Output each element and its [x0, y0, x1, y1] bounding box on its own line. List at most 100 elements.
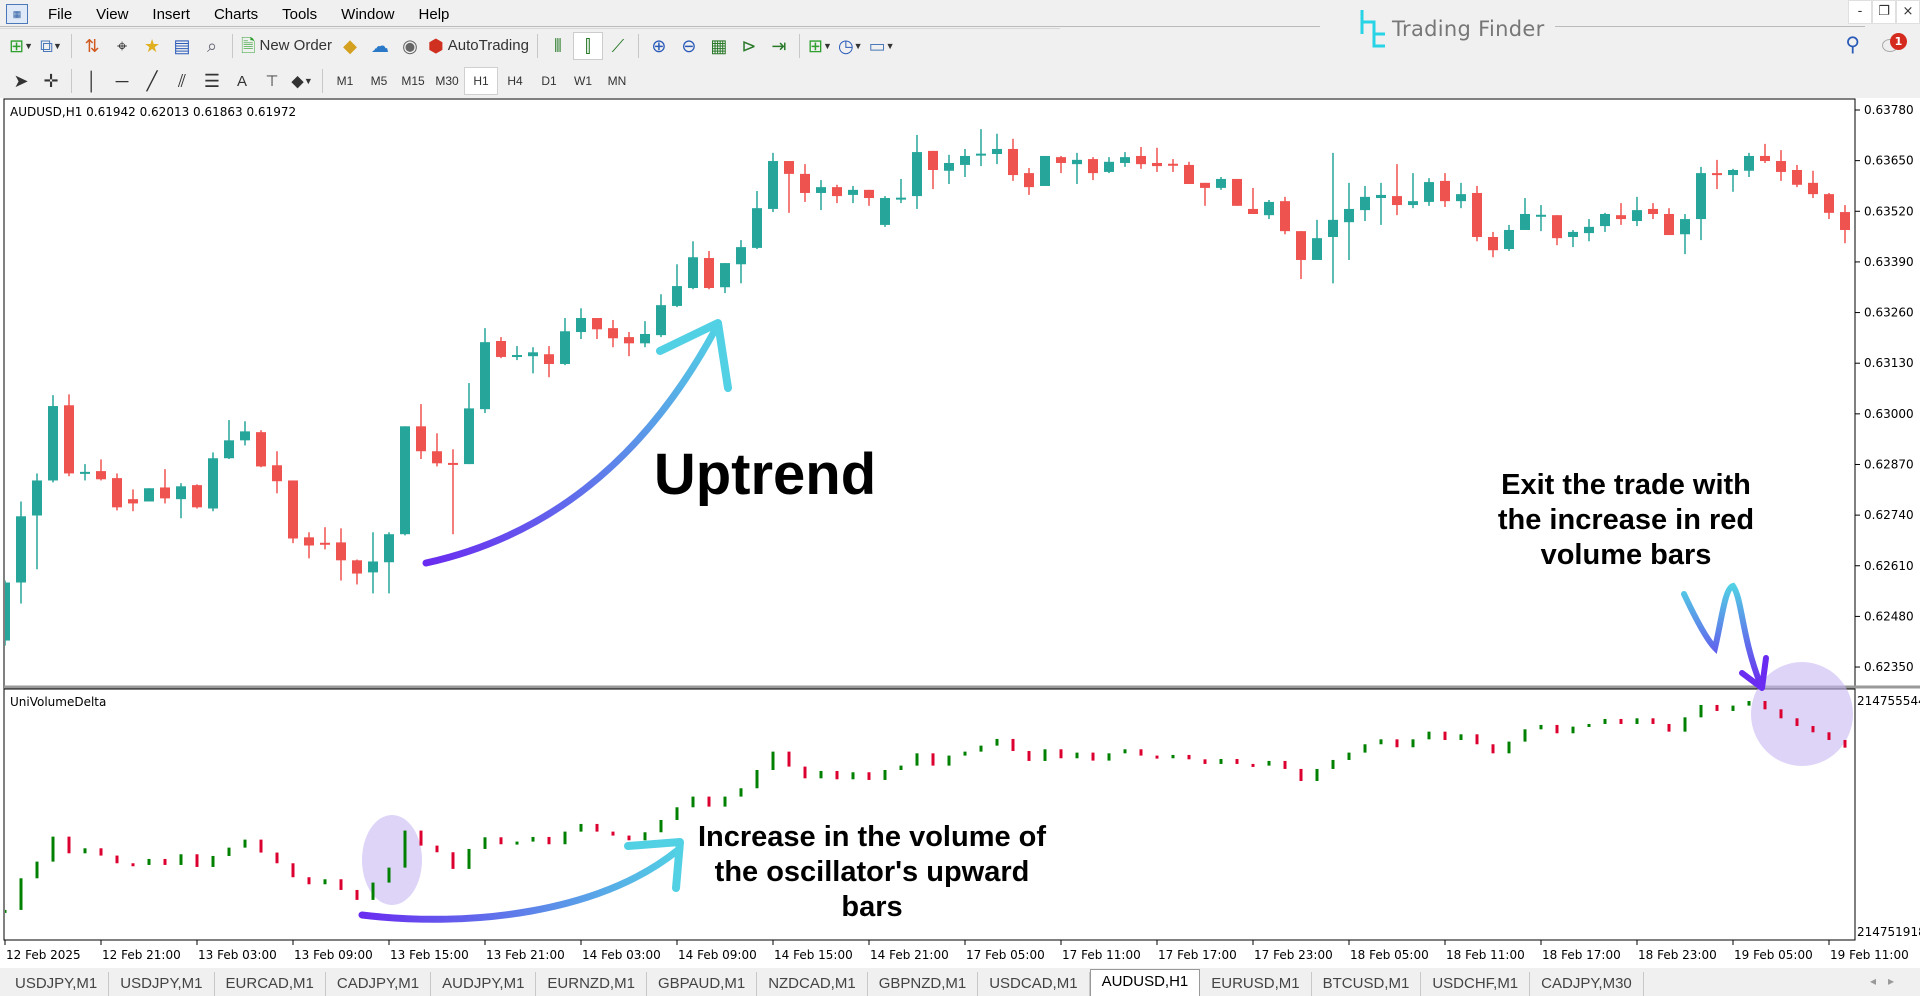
zoom-out-button[interactable]: ⊖	[674, 32, 704, 60]
candle	[1168, 159, 1178, 172]
chart-tab[interactable]: USDCAD,M1	[978, 972, 1090, 996]
chart-tab[interactable]: AUDJPY,M1	[431, 972, 537, 996]
candle-body	[480, 342, 490, 410]
tab-scroll-arrows[interactable]: ◂▸	[1869, 974, 1906, 988]
volume-delta-bar	[435, 845, 439, 853]
new-order-label: New Order	[259, 37, 333, 54]
candle-body	[1472, 192, 1482, 237]
autotrading-button[interactable]: ⬢ AutoTrading	[425, 32, 532, 60]
time-tick-label: 14 Feb 03:00	[582, 948, 661, 962]
candle-body	[1392, 196, 1402, 206]
menu-charts[interactable]: Charts	[213, 5, 259, 23]
zoom-in-button[interactable]: ⊕	[644, 32, 674, 60]
trendline-tool[interactable]: ╱	[137, 67, 167, 95]
auto-scroll-button[interactable]: ⊳	[734, 32, 764, 60]
templates-button[interactable]: ▭ ▼	[866, 32, 898, 60]
timeframe-h1[interactable]: H1	[464, 67, 498, 95]
price-tick-label: 0.63390	[1864, 255, 1914, 269]
candle-body	[688, 257, 698, 289]
timeframe-m15[interactable]: M15	[401, 74, 425, 88]
strategy-tester-button[interactable]: ⌕	[197, 32, 227, 60]
candle	[80, 464, 90, 481]
time-axis[interactable]: 12 Feb 2025 12 Feb 21:00 13 Feb 03:00 13 Fe…	[4, 940, 1909, 962]
close-button[interactable]: ×	[1896, 0, 1920, 24]
text-label-tool[interactable]: ⊤	[257, 67, 287, 95]
metaeditor-button[interactable]: ◆	[335, 32, 365, 60]
text-icon: A	[236, 72, 247, 90]
chart-tab[interactable]: GBPAUD,M1	[647, 972, 758, 996]
vertical-line-tool[interactable]: │	[77, 67, 107, 95]
channel-tool[interactable]: ⫽	[167, 67, 197, 95]
candlestick-button[interactable]: ⫿	[572, 31, 603, 60]
chart-shift-button[interactable]: ⇥	[764, 32, 794, 60]
menu-help[interactable]: Help	[418, 5, 450, 23]
signals-button[interactable]: ◉	[395, 32, 425, 60]
crosshair-tool[interactable]: ✛	[36, 67, 66, 95]
timeframe-m1[interactable]: M1	[336, 74, 354, 88]
notifications-button[interactable]: 1	[1882, 33, 1907, 55]
timeframe-w1[interactable]: W1	[574, 74, 592, 88]
timeframe-m5[interactable]: M5	[370, 74, 388, 88]
timeframe-mn[interactable]: MN	[607, 74, 627, 88]
profiles-button[interactable]: ⧉ ▼	[36, 32, 66, 60]
chart-tab[interactable]: NZDCAD,M1	[757, 972, 868, 996]
chart-tab[interactable]: BTCUSD,M1	[1312, 972, 1422, 996]
terminal-button[interactable]: ▤	[167, 32, 197, 60]
data-window-button[interactable]: ⌖	[107, 32, 137, 60]
timeframe-m30[interactable]: M30	[435, 74, 459, 88]
text-tool[interactable]: A	[227, 67, 257, 95]
chart-tab[interactable]: EURCAD,M1	[215, 972, 326, 996]
candle-body	[768, 161, 778, 209]
line-chart-button[interactable]: ⟋	[603, 32, 633, 60]
bar-chart-button[interactable]: ⫴	[543, 32, 573, 60]
chart-tab[interactable]: AUDUSD,H1	[1089, 969, 1201, 996]
menu-window[interactable]: Window	[341, 5, 395, 23]
indicators-button[interactable]: ⊞ ▼	[805, 32, 835, 60]
volume-delta-bar	[1699, 704, 1703, 718]
timeframe-h4[interactable]: H4	[507, 74, 523, 88]
time-tick-label: 17 Feb 11:00	[1062, 948, 1141, 962]
chart-tab[interactable]: USDJPY,M1	[4, 972, 110, 996]
menu-tools[interactable]: Tools	[282, 5, 318, 23]
new-chart-button[interactable]: ⊞ ▼	[6, 32, 36, 60]
tile-windows-button[interactable]: ▦	[704, 32, 734, 60]
chart-tab[interactable]: GBPNZD,M1	[868, 972, 979, 996]
chart-tab[interactable]: EURNZD,M1	[536, 972, 647, 996]
cursor-tool[interactable]: ➤	[6, 67, 36, 95]
horizontal-line-tool[interactable]: ─	[107, 67, 137, 95]
candle-body	[1744, 155, 1754, 171]
menu-insert[interactable]: Insert	[152, 5, 190, 23]
candle-body	[368, 561, 378, 573]
periods-button[interactable]: ◷ ▼	[835, 32, 866, 60]
navigator-button[interactable]: ★	[137, 32, 167, 60]
chart-tab[interactable]: CADJPY,M1	[326, 972, 432, 996]
timeframe-d1[interactable]: D1	[541, 74, 557, 88]
chart-tab[interactable]: CADJPY,M30	[1530, 972, 1644, 996]
candle	[384, 532, 394, 594]
restore-button[interactable]: ❐	[1872, 0, 1896, 24]
menu-view[interactable]: View	[96, 5, 129, 23]
volume-delta-bar	[723, 796, 727, 807]
search-icon[interactable]: ⚲	[1845, 32, 1860, 56]
menu-file[interactable]: File	[48, 5, 73, 23]
new-order-button[interactable]: 🗎 New Order	[238, 32, 335, 60]
candle	[640, 321, 650, 348]
candle-body	[1680, 219, 1690, 235]
candle-body	[640, 333, 650, 344]
candle-body	[736, 247, 746, 265]
market-watch-button[interactable]: ⇅	[77, 32, 107, 60]
minimize-button[interactable]: -	[1848, 0, 1872, 24]
divider	[536, 33, 538, 58]
arrows-tool[interactable]: ⬥ ▼	[287, 67, 317, 95]
fibonacci-tool[interactable]: ☰	[197, 67, 227, 95]
candle-body	[1200, 182, 1210, 188]
cloud-button[interactable]: ☁	[365, 32, 395, 60]
chart-window[interactable]: AUDUSD,H1 0.61942 0.62013 0.61863 0.6197…	[0, 98, 1920, 968]
price-tick-label: 0.63130	[1864, 356, 1914, 370]
chart-tab[interactable]: USDJPY,M1	[109, 972, 215, 996]
price-axis[interactable]: 0.63780 0.63650 0.63520 0.63390 0.63260 0.631…	[1855, 103, 1914, 674]
chart-tab[interactable]: USDCHF,M1	[1421, 972, 1531, 996]
candle	[1408, 173, 1418, 209]
chart-tab[interactable]: EURUSD,M1	[1200, 972, 1312, 996]
candle	[1440, 173, 1450, 207]
